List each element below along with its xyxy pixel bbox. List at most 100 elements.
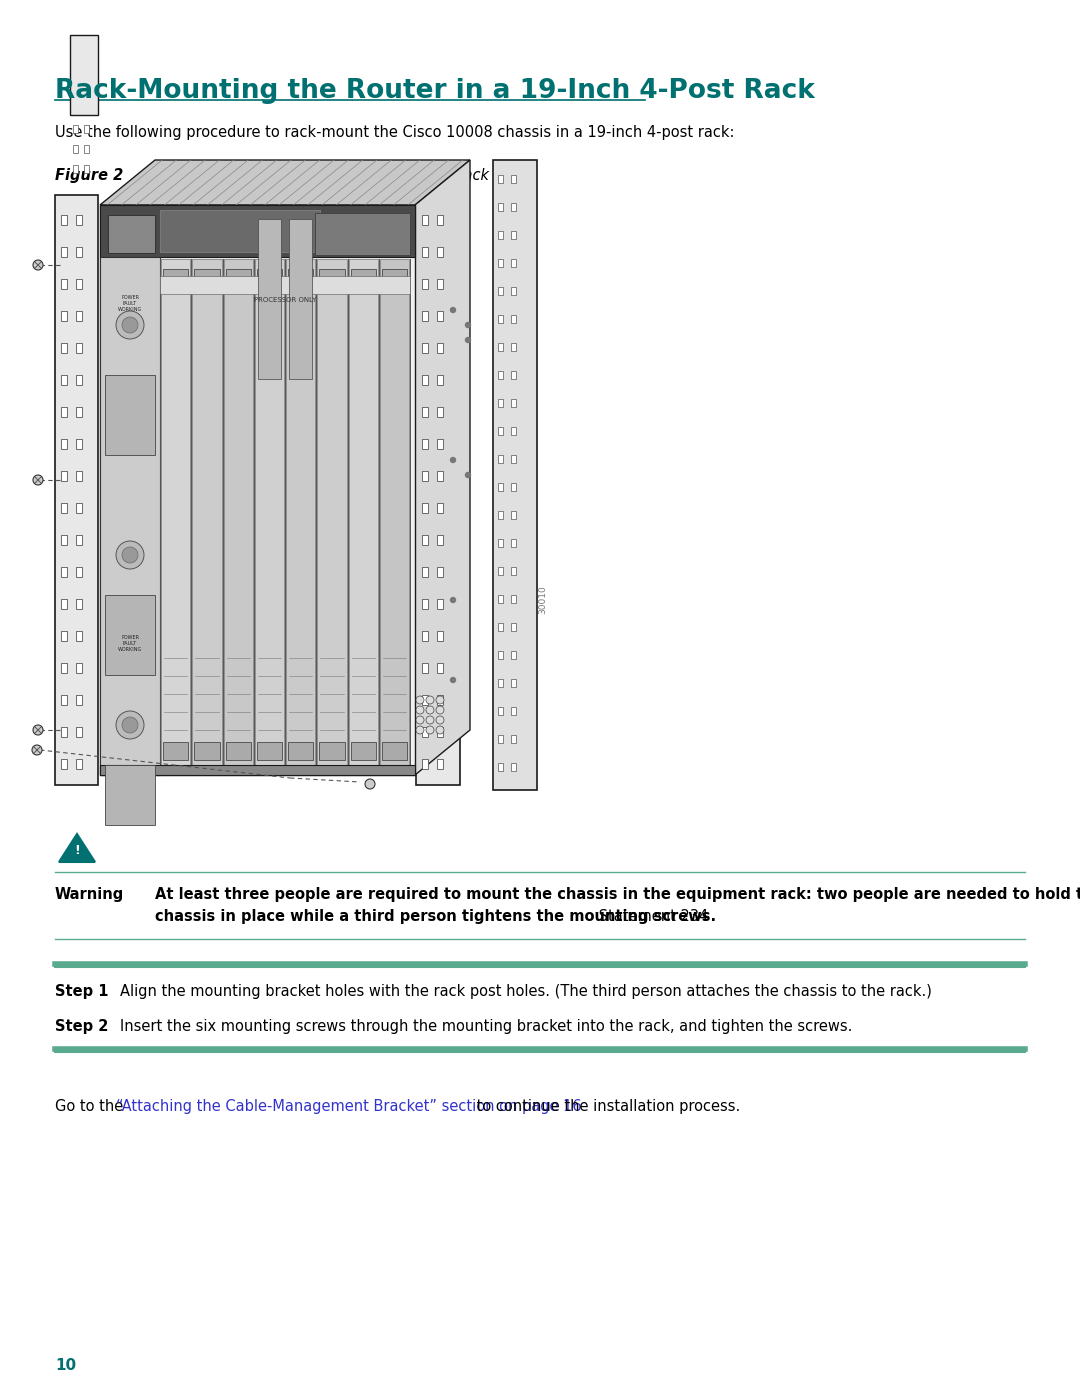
Bar <box>60 407 67 416</box>
Bar <box>192 258 221 766</box>
Bar <box>498 344 503 351</box>
Text: Rack-Mounting the Router in a 19-Inch 4-Post Rack: Rack-Mounting the Router in a 19-Inch 4-… <box>55 78 815 103</box>
Circle shape <box>365 780 375 789</box>
Bar <box>437 759 443 768</box>
Bar <box>422 535 428 545</box>
Bar <box>437 407 443 416</box>
Bar <box>76 215 82 225</box>
Bar <box>511 231 516 239</box>
Bar <box>511 400 516 407</box>
Bar <box>422 279 428 289</box>
Bar <box>498 511 503 520</box>
Bar <box>70 35 98 115</box>
Bar <box>422 759 428 768</box>
Bar <box>60 694 67 705</box>
Bar <box>76 599 82 609</box>
Bar <box>60 567 67 577</box>
Bar <box>511 595 516 604</box>
Bar <box>76 694 82 705</box>
Circle shape <box>436 705 444 714</box>
Bar <box>498 203 503 211</box>
Circle shape <box>33 725 43 735</box>
Bar <box>381 742 407 760</box>
Text: PROCESSOR ONLY: PROCESSOR ONLY <box>254 298 316 303</box>
Bar <box>511 539 516 548</box>
Circle shape <box>112 228 118 232</box>
Bar <box>498 455 503 462</box>
Bar <box>437 279 443 289</box>
Bar <box>73 124 78 133</box>
Bar <box>105 374 156 455</box>
Circle shape <box>122 548 138 563</box>
Bar <box>320 270 345 286</box>
Text: Use the following procedure to rack-mount the Cisco 10008 chassis in a 19-inch 4: Use the following procedure to rack-moun… <box>55 124 734 140</box>
Bar <box>416 196 460 785</box>
Text: POWER
FAULT
WORKING: POWER FAULT WORKING <box>118 295 143 313</box>
Circle shape <box>416 705 424 714</box>
Bar <box>498 400 503 407</box>
Text: !: ! <box>75 844 80 856</box>
Bar <box>422 631 428 641</box>
Circle shape <box>133 228 137 232</box>
Bar <box>422 471 428 481</box>
Bar <box>160 277 410 293</box>
Bar <box>255 258 284 766</box>
Text: “Attaching the Cable-Management Bracket” section on page 16: “Attaching the Cable-Management Bracket”… <box>116 1099 581 1113</box>
Text: 10: 10 <box>55 1358 76 1373</box>
Bar <box>498 258 503 267</box>
Bar <box>60 631 67 641</box>
Circle shape <box>465 323 471 327</box>
Circle shape <box>116 541 144 569</box>
Circle shape <box>116 312 144 339</box>
Circle shape <box>33 260 43 270</box>
Circle shape <box>426 705 434 714</box>
Bar <box>224 258 253 766</box>
Bar <box>73 145 78 154</box>
Bar <box>100 205 415 257</box>
Bar <box>437 599 443 609</box>
Bar <box>437 374 443 386</box>
Bar <box>511 203 516 211</box>
Bar <box>60 374 67 386</box>
Circle shape <box>32 745 42 754</box>
Bar <box>422 439 428 448</box>
Bar <box>76 471 82 481</box>
Bar <box>498 427 503 434</box>
Bar <box>498 763 503 771</box>
Bar <box>105 766 156 826</box>
Bar <box>437 535 443 545</box>
Bar <box>511 372 516 379</box>
Bar <box>498 314 503 323</box>
Bar <box>60 344 67 353</box>
Text: Attaching the Chassis to a 19-Inch 4-Post Rack: Attaching the Chassis to a 19-Inch 4-Pos… <box>148 168 490 183</box>
Bar <box>288 270 313 286</box>
Bar <box>498 372 503 379</box>
Bar <box>511 258 516 267</box>
Bar <box>76 374 82 386</box>
Bar <box>226 742 251 760</box>
Circle shape <box>416 717 424 724</box>
Bar <box>422 503 428 513</box>
Bar <box>60 312 67 321</box>
Bar <box>163 270 188 286</box>
Circle shape <box>426 696 434 704</box>
Bar <box>422 215 428 225</box>
Bar <box>60 535 67 545</box>
Text: Insert the six mounting screws through the mounting bracket into the rack, and t: Insert the six mounting screws through t… <box>120 1018 852 1034</box>
Bar <box>84 124 89 133</box>
Bar <box>511 567 516 576</box>
Bar <box>286 258 315 766</box>
Text: to continue the installation process.: to continue the installation process. <box>472 1099 741 1113</box>
Bar <box>498 651 503 659</box>
Bar <box>511 651 516 659</box>
Circle shape <box>436 717 444 724</box>
Bar <box>289 219 312 379</box>
Bar <box>257 270 282 286</box>
Text: Statement 234: Statement 234 <box>594 909 708 923</box>
Bar <box>498 707 503 715</box>
Bar <box>76 631 82 641</box>
Bar <box>511 427 516 434</box>
Bar <box>422 599 428 609</box>
Bar <box>161 258 190 766</box>
Circle shape <box>450 457 456 462</box>
